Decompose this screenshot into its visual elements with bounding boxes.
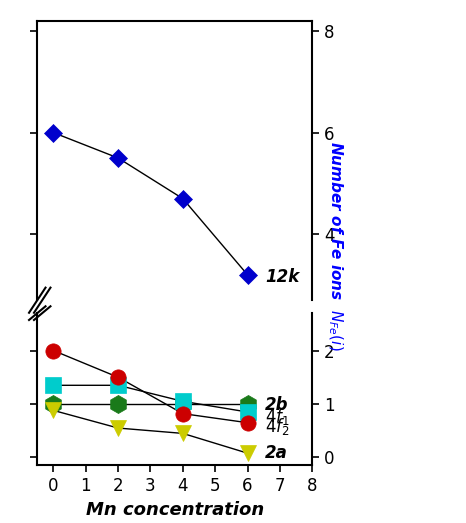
X-axis label: Mn concentration: Mn concentration	[86, 501, 264, 519]
Text: 2a: 2a	[265, 444, 288, 462]
Text: $4f_2$: $4f_2$	[265, 416, 290, 437]
Text: $4f_1$: $4f_1$	[265, 406, 290, 427]
Text: 2b: 2b	[265, 396, 289, 414]
Text: Number of Fe ions  $N_{Fe}(i)$: Number of Fe ions $N_{Fe}(i)$	[326, 141, 344, 350]
Text: 12k: 12k	[265, 268, 300, 286]
